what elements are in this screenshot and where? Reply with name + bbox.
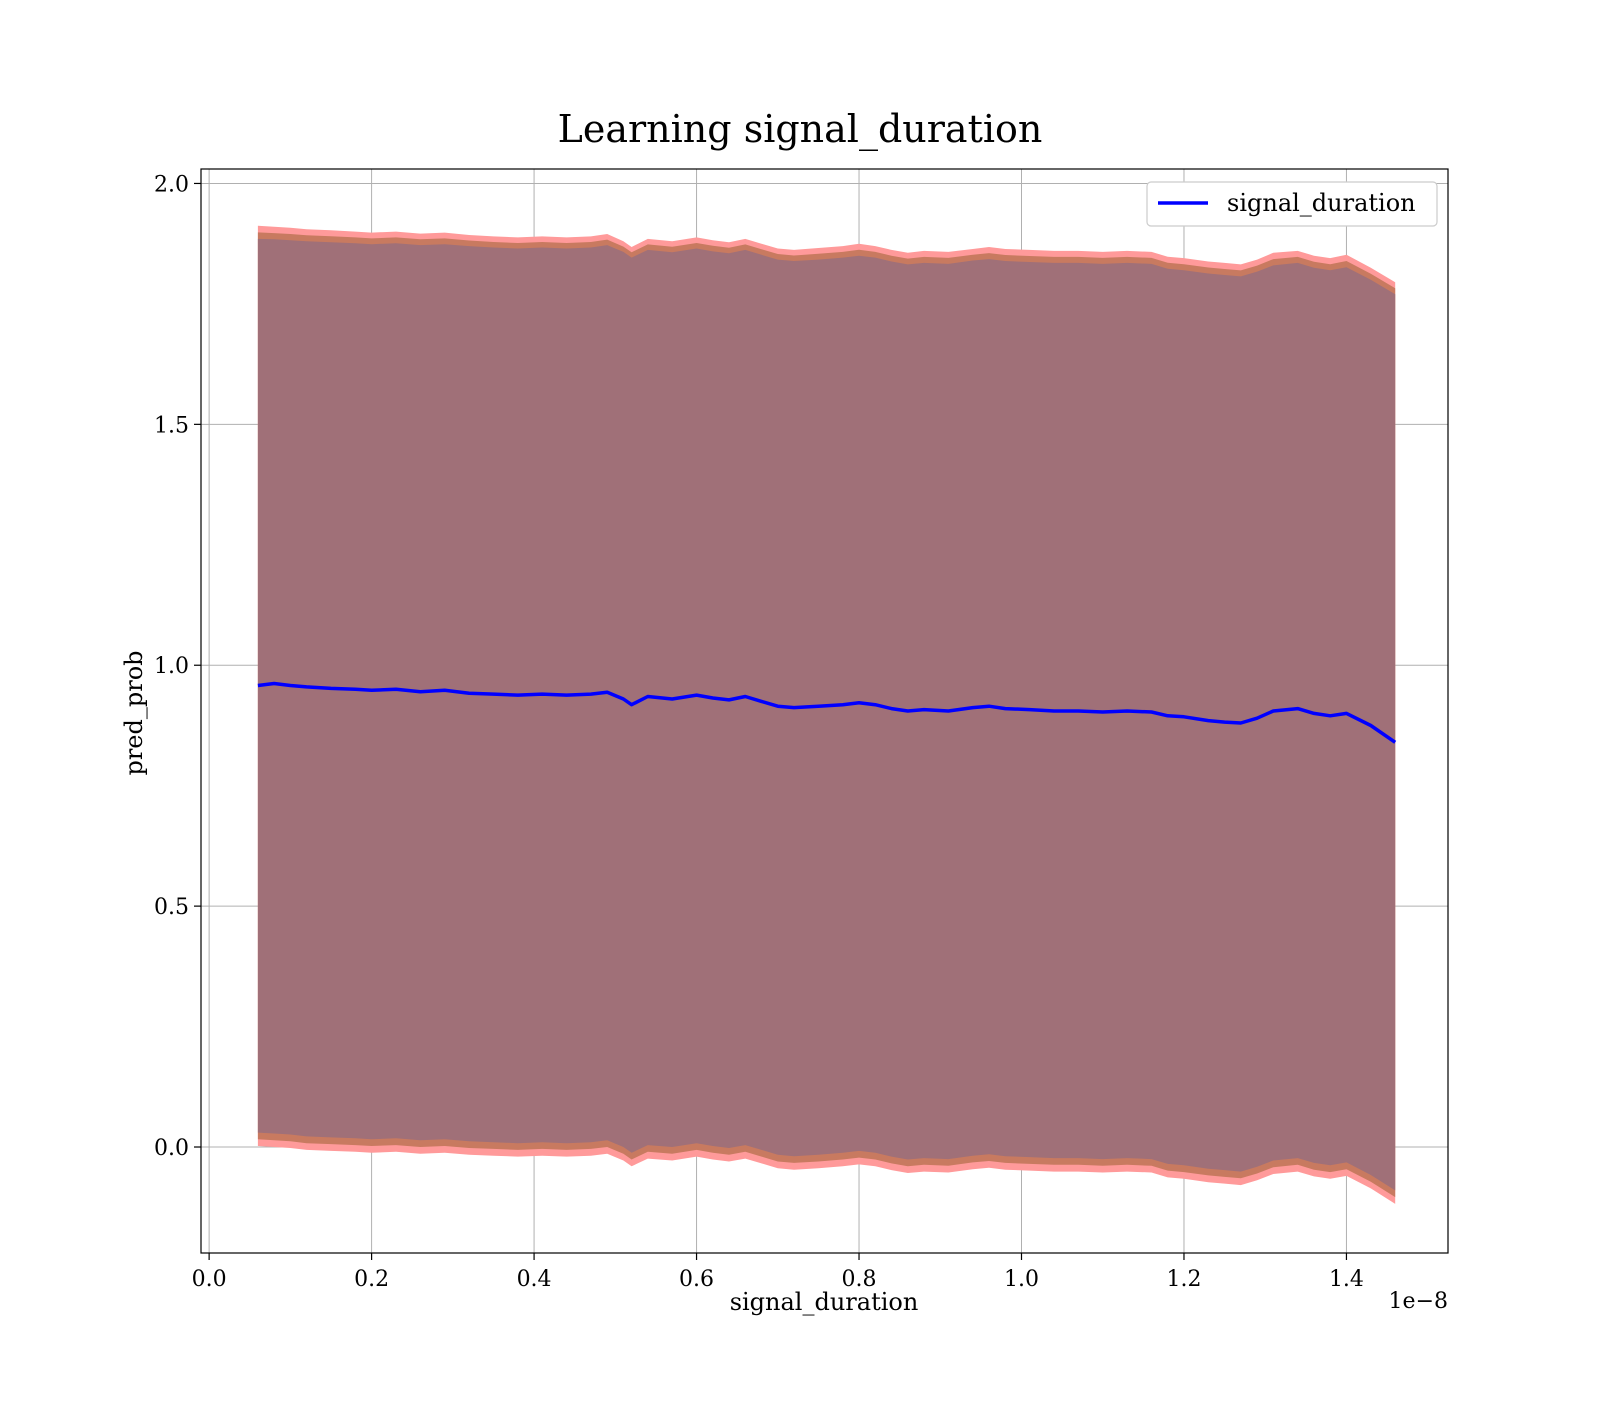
y-axis-label: pred_prob — [120, 650, 148, 775]
x-tick-label: 0.2 — [354, 1267, 389, 1292]
y-tick-label: 0.5 — [154, 895, 189, 920]
legend: signal_duration — [1146, 181, 1438, 227]
series-lines — [257, 681, 1397, 744]
y-axis-ticks: 0.0 0.5 1.0 1.5 2.0 — [154, 172, 201, 1161]
x-tick-label: 0.4 — [517, 1267, 552, 1292]
y-tick-label: 1.0 — [154, 654, 189, 679]
legend-box — [1146, 181, 1438, 227]
x-axis-offset-text: 1e−8 — [1389, 1289, 1448, 1314]
x-tick-label: 1.4 — [1329, 1267, 1364, 1292]
confidence-band — [257, 225, 1396, 1204]
x-tick-label: 0.8 — [842, 1267, 877, 1292]
x-tick-label: 0.0 — [192, 1267, 227, 1292]
legend-label: signal_duration — [1227, 189, 1416, 217]
chart-title: Learning signal_duration — [558, 107, 1043, 152]
x-tick-label: 1.0 — [1004, 1267, 1039, 1292]
x-tick-label: 1.2 — [1166, 1267, 1201, 1292]
x-axis-ticks: 0.0 0.2 0.4 0.6 0.8 1.0 1.2 1.4 — [192, 1253, 1364, 1292]
band-inner — [257, 238, 1396, 1191]
y-tick-label: 2.0 — [154, 172, 189, 197]
plot-frame — [200, 168, 1449, 1254]
y-tick-label: 0.0 — [154, 1136, 189, 1161]
x-tick-label: 0.6 — [679, 1267, 714, 1292]
series-line-signal_duration — [257, 681, 1397, 744]
x-axis-label: signal_duration — [730, 1288, 919, 1316]
y-tick-label: 1.5 — [154, 413, 189, 438]
